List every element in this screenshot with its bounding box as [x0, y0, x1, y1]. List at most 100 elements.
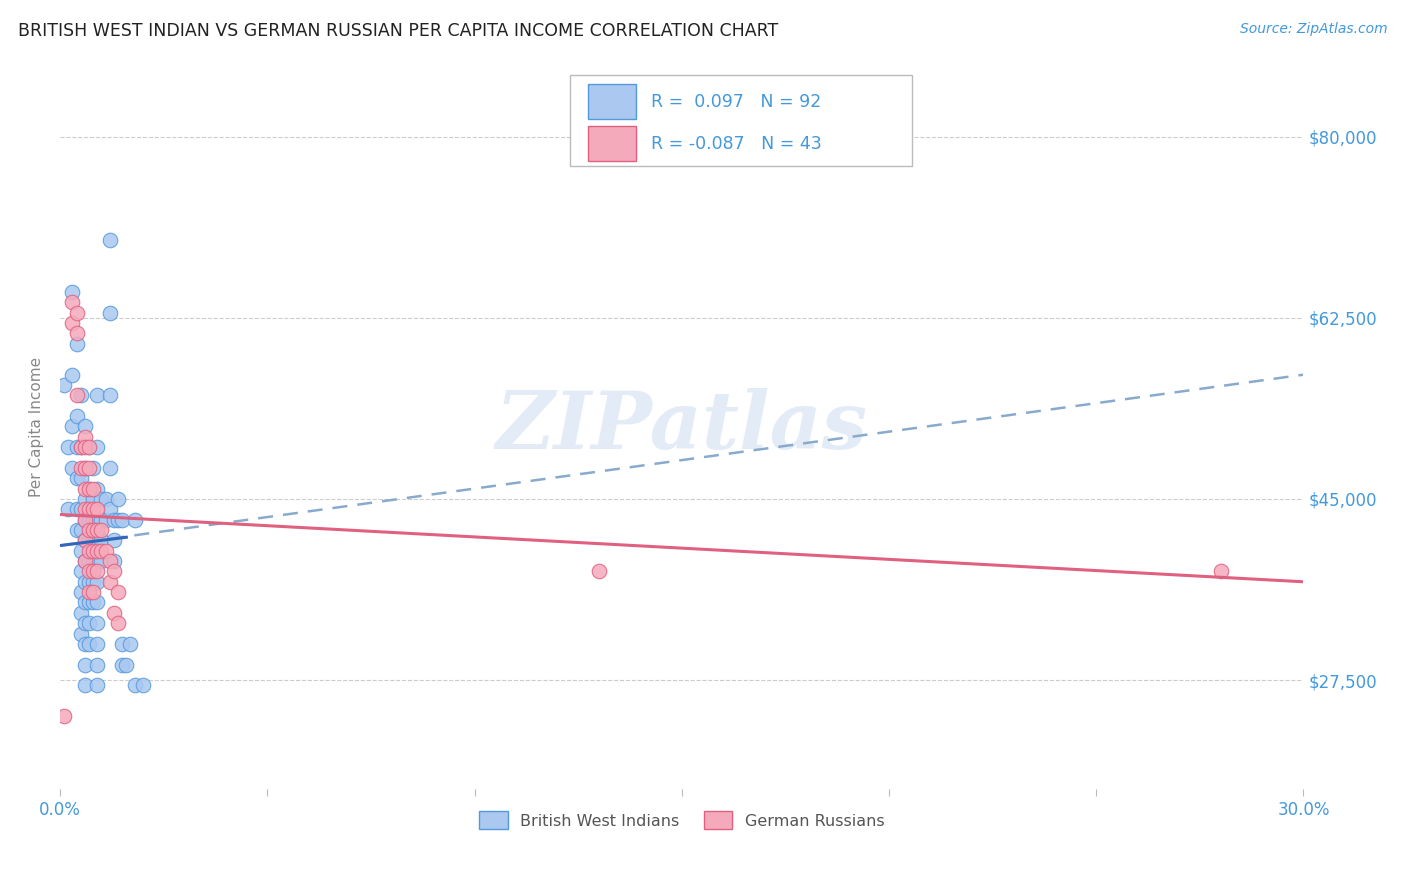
Point	[73, 502, 96, 516]
Point	[73, 513, 96, 527]
Point	[77, 565, 100, 579]
Point	[77, 637, 100, 651]
Point	[69, 523, 91, 537]
Point	[73, 461, 96, 475]
Point	[58, 502, 80, 516]
Point	[69, 461, 91, 475]
Point	[82, 574, 104, 589]
Point	[86, 574, 108, 589]
Point	[1209, 565, 1232, 579]
Point	[82, 491, 104, 506]
Point	[90, 533, 112, 548]
Point	[73, 678, 96, 692]
Point	[62, 316, 84, 330]
Point	[86, 637, 108, 651]
Point	[73, 482, 96, 496]
Point	[69, 585, 91, 599]
Point	[65, 305, 87, 319]
Point	[132, 678, 155, 692]
Point	[58, 440, 80, 454]
Point	[86, 533, 108, 548]
Point	[90, 554, 112, 568]
Point	[65, 388, 87, 402]
Point	[103, 565, 125, 579]
Point	[86, 657, 108, 672]
Bar	[589, 85, 636, 120]
Point	[73, 533, 96, 548]
Point	[73, 595, 96, 609]
Point	[77, 533, 100, 548]
Point	[77, 461, 100, 475]
Point	[77, 440, 100, 454]
Point	[90, 543, 112, 558]
Point	[77, 523, 100, 537]
Point	[94, 513, 117, 527]
Point	[73, 461, 96, 475]
Point	[94, 491, 117, 506]
Point	[103, 513, 125, 527]
Point	[86, 616, 108, 631]
Point	[77, 585, 100, 599]
Point	[77, 482, 100, 496]
Point	[82, 502, 104, 516]
Point	[73, 637, 96, 651]
Point	[107, 491, 129, 506]
Point	[53, 709, 76, 723]
Point	[107, 616, 129, 631]
Point	[62, 419, 84, 434]
Point	[53, 378, 76, 392]
FancyBboxPatch shape	[569, 75, 911, 166]
Text: BRITISH WEST INDIAN VS GERMAN RUSSIAN PER CAPITA INCOME CORRELATION CHART: BRITISH WEST INDIAN VS GERMAN RUSSIAN PE…	[18, 22, 779, 40]
Legend: British West Indians, German Russians: British West Indians, German Russians	[472, 805, 891, 835]
Bar	[589, 126, 636, 161]
Point	[77, 554, 100, 568]
Point	[103, 554, 125, 568]
Point	[115, 657, 138, 672]
Point	[65, 502, 87, 516]
Point	[69, 626, 91, 640]
Point	[86, 523, 108, 537]
Point	[82, 533, 104, 548]
Point	[73, 430, 96, 444]
Point	[98, 233, 121, 247]
Point	[73, 533, 96, 548]
Point	[65, 409, 87, 423]
Point	[111, 637, 134, 651]
Point	[120, 637, 142, 651]
Point	[124, 513, 146, 527]
Y-axis label: Per Capita Income: Per Capita Income	[30, 357, 44, 497]
Point	[62, 461, 84, 475]
Point	[90, 523, 112, 537]
Point	[69, 502, 91, 516]
Point	[77, 543, 100, 558]
Point	[86, 554, 108, 568]
Point	[73, 574, 96, 589]
Point	[98, 461, 121, 475]
Point	[98, 574, 121, 589]
Point	[107, 513, 129, 527]
Point	[86, 513, 108, 527]
Point	[65, 471, 87, 485]
Point	[90, 491, 112, 506]
Point	[69, 565, 91, 579]
Point	[86, 440, 108, 454]
Point	[86, 678, 108, 692]
Point	[77, 513, 100, 527]
Point	[107, 585, 129, 599]
Point	[98, 388, 121, 402]
Point	[73, 616, 96, 631]
Text: R = -0.087   N = 43: R = -0.087 N = 43	[651, 135, 821, 153]
Point	[73, 657, 96, 672]
Point	[82, 523, 104, 537]
Point	[98, 554, 121, 568]
Point	[82, 543, 104, 558]
Point	[69, 440, 91, 454]
Point	[98, 305, 121, 319]
Point	[62, 295, 84, 310]
Point	[94, 543, 117, 558]
Point	[588, 565, 610, 579]
Point	[69, 388, 91, 402]
Point	[73, 419, 96, 434]
Point	[65, 336, 87, 351]
Point	[77, 482, 100, 496]
